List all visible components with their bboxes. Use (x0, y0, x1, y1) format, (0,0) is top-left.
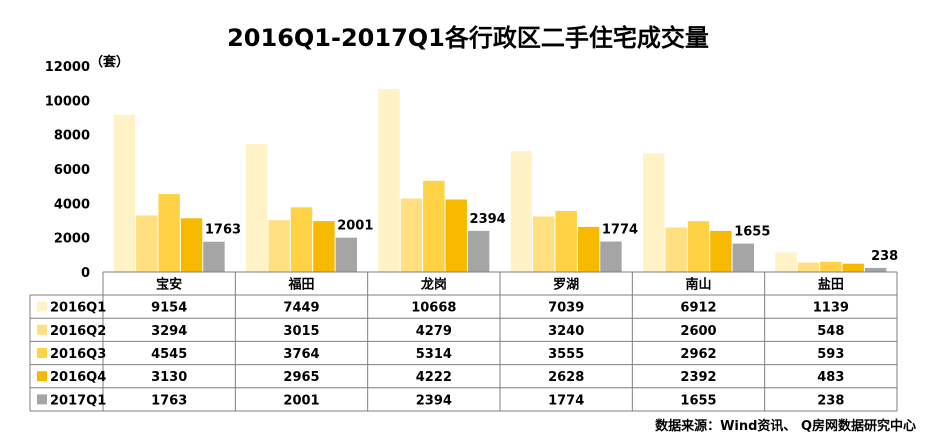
table-cell: 9154 (151, 301, 187, 316)
data-label: 2394 (470, 212, 506, 227)
data-source-note: 数据来源：Wind资讯、 Q房网数据研究中心 (655, 419, 916, 434)
bar-2017Q1-1 (335, 237, 357, 272)
bar-2016Q4-5 (842, 263, 864, 272)
table-cell: 1774 (548, 393, 584, 408)
bar-2016Q1-5 (775, 252, 797, 272)
table-cell: 2965 (283, 370, 319, 385)
x-category-label: 龙岗 (421, 277, 447, 293)
bar-2016Q2-5 (797, 262, 820, 272)
table-cell: 1763 (151, 393, 187, 408)
data-label: 1774 (602, 223, 638, 238)
y-tick-label: 8000 (54, 129, 90, 144)
table-cell: 4545 (151, 347, 187, 362)
data-label: 1763 (205, 223, 241, 238)
bar-2017Q1-3 (600, 241, 622, 272)
y-tick-label: 4000 (54, 197, 90, 212)
table-cell: 3764 (283, 347, 319, 362)
x-category-label: 罗湖 (553, 278, 579, 293)
table-cell: 2392 (680, 370, 716, 385)
y-tick-label: 0 (81, 266, 90, 281)
y-tick-label: 12000 (45, 60, 90, 75)
table-cell: 3240 (548, 324, 584, 339)
table-cell: 2962 (680, 347, 716, 362)
bar-2016Q4-1 (313, 221, 335, 272)
table-cell: 4279 (416, 324, 452, 339)
table-cell: 5314 (416, 347, 452, 362)
y-axis-unit: （套） (90, 55, 130, 70)
legend-label: 2016Q3 (50, 347, 106, 362)
legend-swatch-2016Q3 (37, 348, 47, 358)
y-tick-label: 10000 (45, 94, 90, 109)
x-category-label: 福田 (287, 277, 314, 293)
table-cell: 7039 (548, 301, 584, 316)
bar-2016Q4-0 (180, 218, 203, 272)
data-label: 1655 (734, 225, 770, 240)
bar-2016Q2-1 (268, 220, 290, 272)
chart-title: 2016Q1-2017Q1各行政区二手住宅成交量 (227, 24, 709, 52)
bar-2016Q3-2 (423, 180, 445, 272)
bar-2016Q4-4 (710, 230, 732, 272)
bar-2016Q3-5 (820, 261, 842, 272)
bar-2017Q1-4 (732, 243, 754, 272)
x-category-label: 盐田 (818, 277, 844, 293)
legend-swatch-2016Q1 (37, 301, 47, 312)
bar-2017Q1-2 (467, 230, 490, 272)
bar-2016Q1-4 (643, 153, 665, 272)
bar-2016Q4-3 (577, 226, 600, 272)
table-cell: 3555 (548, 347, 584, 362)
legend-label: 2016Q2 (50, 324, 106, 339)
bar-2016Q3-3 (555, 210, 577, 272)
bar-2016Q2-3 (533, 216, 555, 272)
bar-2016Q3-1 (290, 207, 313, 272)
bar-2016Q1-1 (246, 144, 268, 272)
table-cell: 3015 (283, 324, 319, 339)
y-tick-label: 2000 (54, 232, 90, 247)
table-cell: 4222 (416, 370, 452, 385)
bar-2016Q2-0 (136, 215, 158, 272)
bar-2016Q1-3 (510, 151, 533, 272)
table-cell: 548 (817, 324, 844, 339)
table-cell: 483 (817, 370, 844, 385)
legend-label: 2016Q4 (50, 370, 106, 385)
table-cell: 2628 (548, 370, 584, 385)
table-cell: 10668 (411, 301, 456, 316)
table-cell: 1139 (813, 301, 849, 316)
table-cell: 1655 (680, 393, 716, 408)
table-cell: 2394 (416, 393, 452, 408)
bar-2017Q1-0 (203, 241, 225, 272)
bar-2016Q4-2 (445, 199, 467, 272)
x-category-label: 宝安 (156, 277, 182, 293)
data-label: 2001 (337, 219, 373, 234)
legend-swatch-2016Q2 (37, 324, 47, 335)
bar-2016Q1-2 (378, 88, 400, 272)
table-cell: 6912 (680, 301, 716, 316)
table-cell: 2600 (680, 324, 716, 339)
bar-2017Q1-5 (864, 267, 887, 272)
legend-swatch-2016Q4 (37, 371, 47, 382)
table-cell: 3294 (151, 324, 187, 339)
y-tick-label: 6000 (54, 163, 90, 178)
bar-2016Q3-4 (687, 221, 710, 272)
table-cell: 7449 (283, 301, 319, 316)
table-cell: 593 (817, 347, 844, 362)
table-cell: 238 (817, 393, 844, 408)
bar-2016Q2-4 (665, 227, 687, 272)
legend-label: 2016Q1 (50, 301, 106, 316)
bar-2016Q3-0 (158, 193, 180, 272)
legend-label: 2017Q1 (50, 393, 106, 408)
table-cell: 3130 (151, 370, 187, 385)
table-cell: 2001 (283, 393, 319, 408)
legend-swatch-2017Q1 (37, 394, 47, 405)
bar-2016Q2-2 (400, 198, 423, 272)
data-label: 238 (871, 249, 898, 264)
x-category-label: 南山 (685, 277, 711, 293)
bar-2016Q1-0 (113, 114, 136, 273)
